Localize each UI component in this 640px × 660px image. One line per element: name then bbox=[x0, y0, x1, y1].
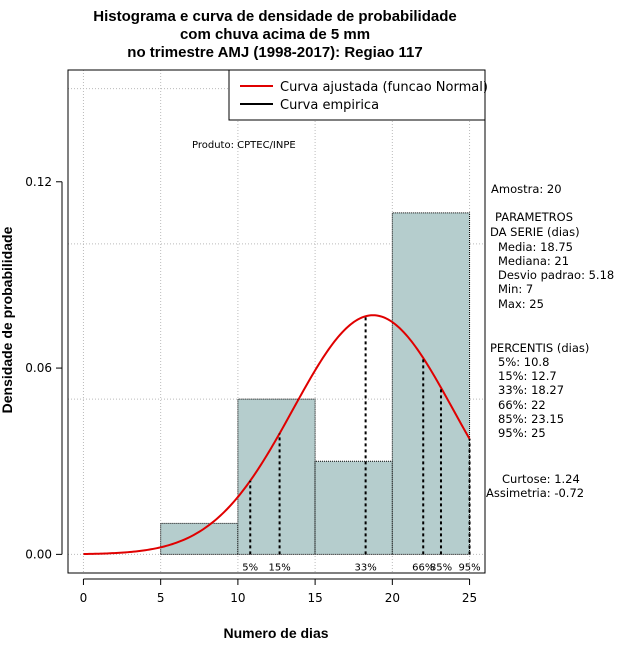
x-axis-label: Numero de dias bbox=[223, 625, 328, 641]
stat-p66: 66%: 22 bbox=[498, 398, 546, 412]
y-axis-label: Densidade de probabilidade bbox=[0, 226, 15, 413]
stats-panel: Amostra: 20 PARAMETROS DA SERIE (dias) M… bbox=[486, 182, 614, 500]
histogram-bar-2 bbox=[315, 461, 393, 555]
x-tick-label-1: 5 bbox=[157, 591, 165, 605]
stat-p5: 5%: 10.8 bbox=[498, 355, 549, 369]
histogram-bar-outline-3 bbox=[391, 212, 471, 555]
histogram-bar-1 bbox=[237, 399, 316, 555]
stat-p95: 95%: 25 bbox=[498, 426, 546, 440]
x-tick-label-4: 20 bbox=[385, 591, 400, 605]
legend: Curva ajustada (funcao Normal) Curva emp… bbox=[228, 69, 488, 121]
percentile-label-4: 85% bbox=[430, 562, 452, 573]
stat-p85: 85%: 23.15 bbox=[498, 412, 564, 426]
stat-max: Max: 25 bbox=[498, 297, 544, 311]
stat-p33: 33%: 18.27 bbox=[498, 383, 564, 397]
histogram-bar-3 bbox=[392, 212, 470, 555]
x-tick-label-2: 10 bbox=[230, 591, 245, 605]
y-tick-label-0: 0.00 bbox=[25, 547, 52, 561]
x-tick-label-5: 25 bbox=[462, 591, 477, 605]
percentile-label-5: 95% bbox=[458, 562, 480, 573]
percentile-label-1: 15% bbox=[268, 562, 290, 573]
product-note: Produto: CPTEC/INPE bbox=[192, 140, 296, 151]
legend-normal-label: Curva ajustada (funcao Normal) bbox=[280, 80, 488, 95]
y-tick-label-1: 0.06 bbox=[25, 361, 52, 375]
y-tick-label-2: 0.12 bbox=[25, 175, 52, 189]
stat-percentis-header: PERCENTIS (dias) bbox=[490, 341, 589, 355]
stat-params-header-2: DA SERIE (dias) bbox=[490, 225, 580, 239]
normal-curve bbox=[83, 314, 471, 556]
axes: 0 5 10 15 20 25 0.00 0.06 0.12 bbox=[25, 175, 477, 605]
chart-title-line-1: Histograma e curva de densidade de proba… bbox=[93, 8, 456, 25]
stat-p15: 15%: 12.7 bbox=[498, 369, 557, 383]
percentile-label-3: 66% bbox=[412, 562, 434, 573]
legend-box bbox=[228, 69, 486, 121]
stat-min: Min: 7 bbox=[498, 282, 533, 296]
legend-empirical-label: Curva empirica bbox=[280, 98, 379, 113]
normal-curve-layer bbox=[83, 314, 471, 556]
chart-title-line-3: no trimestre AMJ (1998-2017): Regiao 117 bbox=[127, 44, 422, 61]
percentile-markers: 5% 15% 33% 66%85% 95% bbox=[242, 316, 481, 573]
x-tick-label-0: 0 bbox=[80, 591, 88, 605]
grid-lines bbox=[68, 70, 485, 573]
stat-desvio: Desvio padrao: 5.18 bbox=[498, 268, 614, 282]
x-tick-label-3: 15 bbox=[307, 591, 322, 605]
stat-curtose: Curtose: 1.24 bbox=[502, 472, 580, 486]
stat-assimetria: Assimetria: -0.72 bbox=[486, 486, 584, 500]
percentile-label-2: 33% bbox=[354, 562, 376, 573]
stat-mediana: Mediana: 21 bbox=[498, 254, 569, 268]
stat-sample: Amostra: 20 bbox=[491, 182, 562, 196]
histogram-bar-0 bbox=[160, 523, 238, 555]
stat-params-header-1: PARAMETROS bbox=[495, 210, 573, 224]
stat-media: Media: 18.75 bbox=[498, 240, 573, 254]
histogram-bar-outline-1 bbox=[237, 398, 316, 555]
chart-title-line-2: com chuva acima de 5 mm bbox=[180, 26, 370, 43]
percentile-label-0: 5% bbox=[242, 562, 258, 573]
